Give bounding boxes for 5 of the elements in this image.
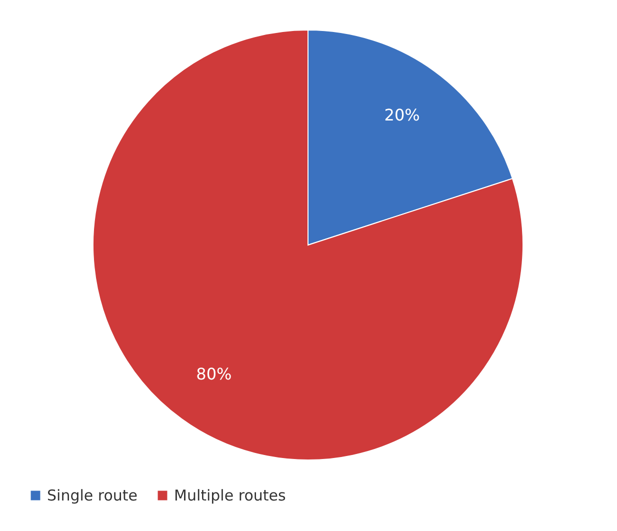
pie-slice bbox=[92, 30, 524, 460]
data-label: 20% bbox=[384, 106, 420, 125]
legend-label: Multiple routes bbox=[174, 486, 286, 505]
legend-label: Single route bbox=[47, 486, 138, 505]
data-label: 80% bbox=[196, 364, 232, 384]
